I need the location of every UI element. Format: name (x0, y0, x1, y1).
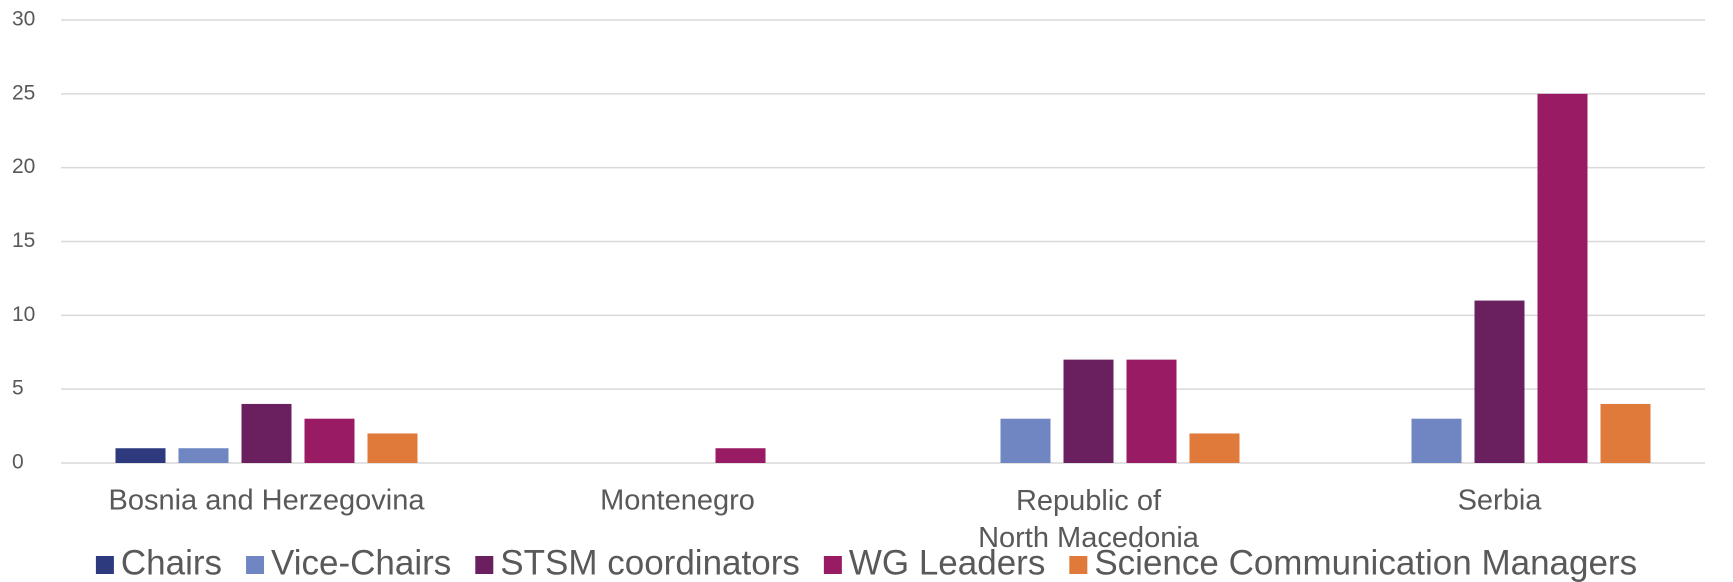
legend-swatch (823, 556, 842, 574)
x-tick-label: Montenegro (600, 485, 755, 517)
legend-label: Vice-Chairs (271, 543, 451, 582)
x-tick-label: Republic of North Macedonia (978, 485, 1200, 554)
legend: Chairs Vice-Chairs STSM coordinators WG Lea… (95, 543, 1637, 582)
legend-label: WG Leaders (849, 543, 1045, 582)
bar (241, 403, 292, 463)
bar (1600, 403, 1651, 463)
x-tick-label: Bosnia and Herzegovina (109, 485, 426, 517)
bar (178, 448, 229, 463)
bar (1537, 93, 1588, 463)
bar (715, 448, 766, 463)
y-tick-label: 20 (12, 155, 35, 178)
bar (1474, 300, 1525, 463)
y-tick-label: 10 (12, 303, 35, 326)
y-tick-label: 0 (12, 451, 24, 474)
legend-label: Science Communication Managers (1094, 543, 1637, 582)
bar (1411, 418, 1462, 463)
legend-swatch (475, 556, 494, 574)
y-tick-label: 5 (12, 377, 24, 400)
y-tick-label: 15 (12, 229, 35, 252)
bar (1063, 359, 1114, 463)
y-tick-label: 25 (12, 81, 35, 104)
bar (304, 418, 355, 463)
y-tick-label: 30 (12, 8, 35, 31)
legend-swatch (95, 556, 114, 574)
legend-swatch (246, 556, 265, 574)
bar (1000, 418, 1051, 463)
bar (367, 433, 418, 463)
bar (1189, 433, 1240, 463)
legend-label: STSM coordinators (500, 543, 800, 582)
x-tick-label: Serbia (1458, 485, 1543, 517)
legend-swatch (1069, 556, 1088, 574)
bar (1126, 359, 1177, 463)
bar (115, 448, 166, 463)
legend-label: Chairs (121, 543, 222, 582)
